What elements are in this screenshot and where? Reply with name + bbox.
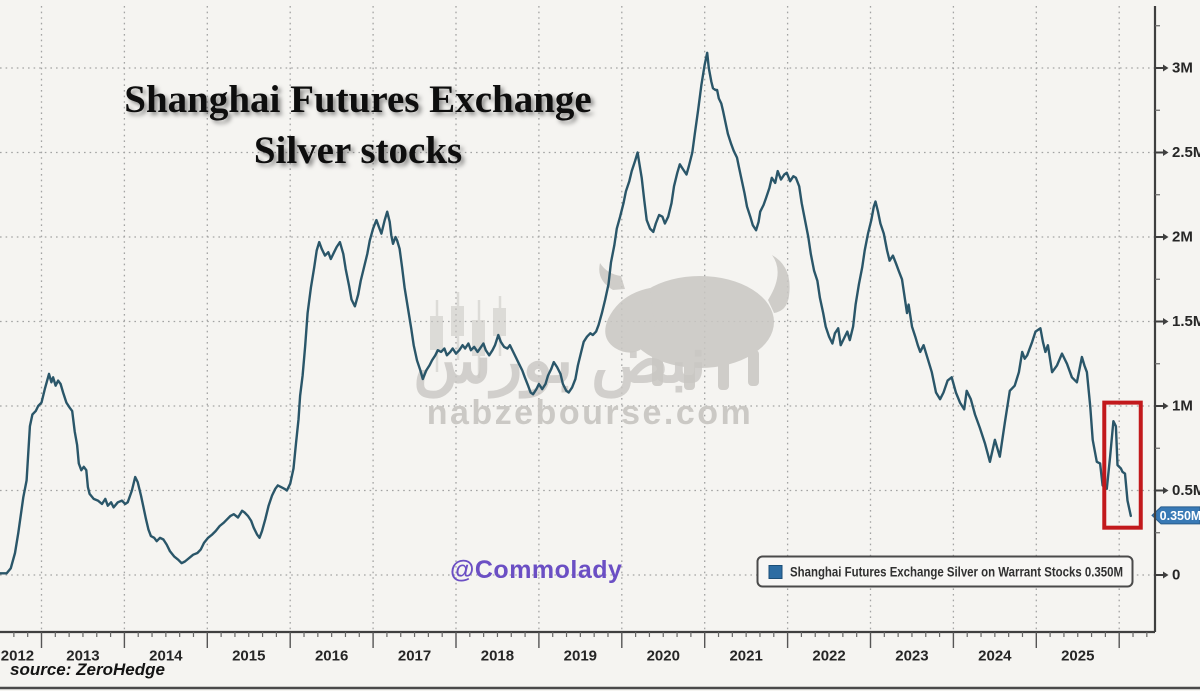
x-axis-label: 2013 <box>66 647 99 664</box>
y-axis-label: 1.5M <box>1172 313 1200 330</box>
y-tick-arrow-icon <box>1163 233 1169 241</box>
axes-layer: 0 0.5M 1M 1.5M 2M 2.5M 3M 2012 2013 2014 2015 2016 2… <box>0 6 1200 690</box>
y-tick-arrow-icon <box>1163 571 1169 579</box>
series-layer: 0.350M <box>0 51 1200 575</box>
x-axis-label: 2016 <box>315 647 348 664</box>
twitter-handle: @Commolady <box>450 556 623 584</box>
legend: Shanghai Futures Exchange Silver on Warr… <box>756 555 1134 588</box>
candlestick-watermark-icon <box>430 292 506 378</box>
chart-title-line2: Silver stocks <box>253 129 463 172</box>
legend-label: Shanghai Futures Exchange Silver on Warr… <box>790 565 1123 580</box>
y-axis-label: 1M <box>1172 398 1193 415</box>
chart-title-line1: Shanghai Futures Exchange <box>124 78 592 121</box>
x-axis-label: 2022 <box>812 647 845 664</box>
last-value-label: 0.350M <box>1160 509 1200 523</box>
y-tick-arrow-icon <box>1163 149 1169 156</box>
x-axis-label: 2024 <box>978 647 1012 664</box>
y-tick-arrow-icon <box>1163 487 1169 494</box>
watermark-url: nabzebourse.com <box>427 394 754 432</box>
y-tick-arrow-icon <box>1163 402 1169 410</box>
x-axis-label: 2017 <box>398 647 431 664</box>
x-axis-label: 2021 <box>729 647 762 664</box>
legend-box <box>756 555 1134 588</box>
y-axis-label: 2M <box>1172 229 1193 246</box>
y-axis-label: 2.5M <box>1172 144 1200 161</box>
legend-marker-icon <box>768 565 783 579</box>
y-axis-label: 3M <box>1172 60 1193 77</box>
x-axis-label: 2018 <box>481 647 514 664</box>
x-axis-label: 2012 <box>1 647 34 664</box>
x-axis-label: 2023 <box>895 647 928 664</box>
y-axis-label: 0.5M <box>1172 482 1200 499</box>
x-axis-label: 2015 <box>232 647 265 664</box>
y-tick-arrow-icon <box>1163 64 1169 72</box>
x-axis-label: 2014 <box>149 647 183 664</box>
highlight-box <box>1102 400 1143 530</box>
grid-layer <box>0 6 1155 632</box>
y-tick-arrow-icon <box>1163 318 1169 325</box>
last-value-badge <box>1151 506 1200 525</box>
series-line <box>0 51 1132 575</box>
x-axis-label: 2019 <box>564 647 597 664</box>
x-axis-label: 2025 <box>1061 647 1094 664</box>
source-attribution: source: ZeroHedge <box>10 660 165 679</box>
chart-title: Shanghai Futures Exchange Silver stocks <box>58 74 658 176</box>
y-axis-label: 0 <box>1172 567 1180 584</box>
bull-logo-icon <box>599 255 790 390</box>
x-axis-label: 2020 <box>647 647 680 664</box>
watermark: نبض بورس nabzebourse.com <box>413 255 790 432</box>
